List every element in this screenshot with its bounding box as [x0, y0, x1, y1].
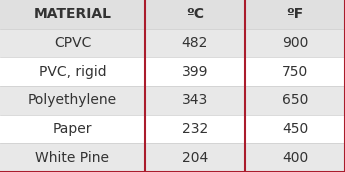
- Bar: [0, 86, 345, 115]
- Bar: [0, 115, 345, 143]
- Text: PVC, rigid: PVC, rigid: [39, 65, 106, 79]
- Text: 204: 204: [182, 151, 208, 165]
- Text: 900: 900: [282, 36, 308, 50]
- Bar: [0, 57, 345, 86]
- Text: MATERIAL: MATERIAL: [33, 7, 111, 21]
- Text: Polyethylene: Polyethylene: [28, 93, 117, 107]
- Bar: [0, 0, 345, 29]
- Bar: [0, 29, 345, 57]
- Text: 450: 450: [282, 122, 308, 136]
- Text: ºC: ºC: [186, 7, 204, 21]
- Text: Paper: Paper: [53, 122, 92, 136]
- Text: ºF: ºF: [286, 7, 304, 21]
- Text: White Pine: White Pine: [36, 151, 109, 165]
- Text: 650: 650: [282, 93, 308, 107]
- Text: 482: 482: [182, 36, 208, 50]
- Text: 232: 232: [182, 122, 208, 136]
- Text: 750: 750: [282, 65, 308, 79]
- Text: 399: 399: [182, 65, 208, 79]
- Bar: [0, 143, 345, 172]
- Text: 343: 343: [182, 93, 208, 107]
- Text: CPVC: CPVC: [54, 36, 91, 50]
- Text: 400: 400: [282, 151, 308, 165]
